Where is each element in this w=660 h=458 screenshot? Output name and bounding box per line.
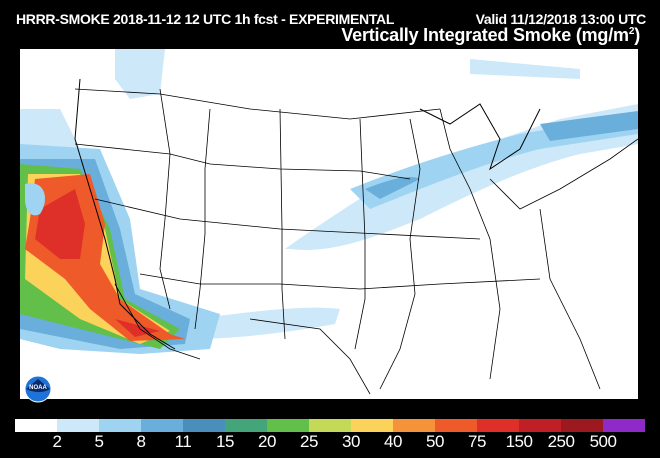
map-svg <box>20 49 638 395</box>
colorbar-swatch <box>309 419 351 432</box>
colorbar-tick-label: 8 <box>136 432 146 451</box>
colorbar-tick-label: 500 <box>589 432 617 451</box>
smoke-map <box>20 49 638 399</box>
run-label: HRRR-SMOKE 2018-11-12 12 UTC 1h fcst - E… <box>16 11 395 27</box>
colorbar-swatch <box>393 419 435 432</box>
colorbar-tick-label: 20 <box>258 432 276 451</box>
noaa-logo-text: NOAA <box>29 385 47 391</box>
colorbar-tick-label: 2 <box>52 432 62 451</box>
colorbar-swatch <box>57 419 99 432</box>
colorbar-tick-label: 11 <box>174 432 192 451</box>
colorbar-swatch <box>141 419 183 432</box>
title-text: Vertically Integrated Smoke (mg/m <box>341 25 629 45</box>
map-title: Vertically Integrated Smoke (mg/m2) <box>341 25 640 46</box>
coastline <box>74 78 541 350</box>
state-boundaries <box>74 88 638 395</box>
colorbar-swatch <box>351 419 393 432</box>
colorbar-tick-label: 250 <box>547 432 575 451</box>
colorbar-tick-label: 50 <box>426 432 444 451</box>
colorbar-swatch <box>15 419 57 432</box>
smoke-clear-pocket <box>25 183 45 216</box>
colorbar <box>15 419 645 432</box>
colorbar-tick-label: 5 <box>94 432 104 451</box>
title-end: ) <box>634 25 640 45</box>
colorbar-swatch <box>435 419 477 432</box>
colorbar-tick-label: 75 <box>468 432 486 451</box>
colorbar-tick-label: 150 <box>505 432 533 451</box>
colorbar-tick-label: 25 <box>300 432 318 451</box>
title-sup: 2 <box>628 26 635 37</box>
colorbar-swatch <box>561 419 603 432</box>
colorbar-tick-label: 15 <box>216 432 234 451</box>
colorbar-tick-label: 40 <box>384 432 402 451</box>
colorbar-swatch <box>519 419 561 432</box>
colorbar-swatch <box>225 419 267 432</box>
colorbar-swatch <box>267 419 309 432</box>
noaa-logo-icon: NOAA <box>24 375 52 403</box>
colorbar-swatch <box>99 419 141 432</box>
colorbar-swatch <box>183 419 225 432</box>
valid-time-label: Valid 11/12/2018 13:00 UTC <box>475 11 647 27</box>
colorbar-swatch <box>603 419 645 432</box>
colorbar-swatch <box>477 419 519 432</box>
colorbar-tick-label: 30 <box>342 432 360 451</box>
